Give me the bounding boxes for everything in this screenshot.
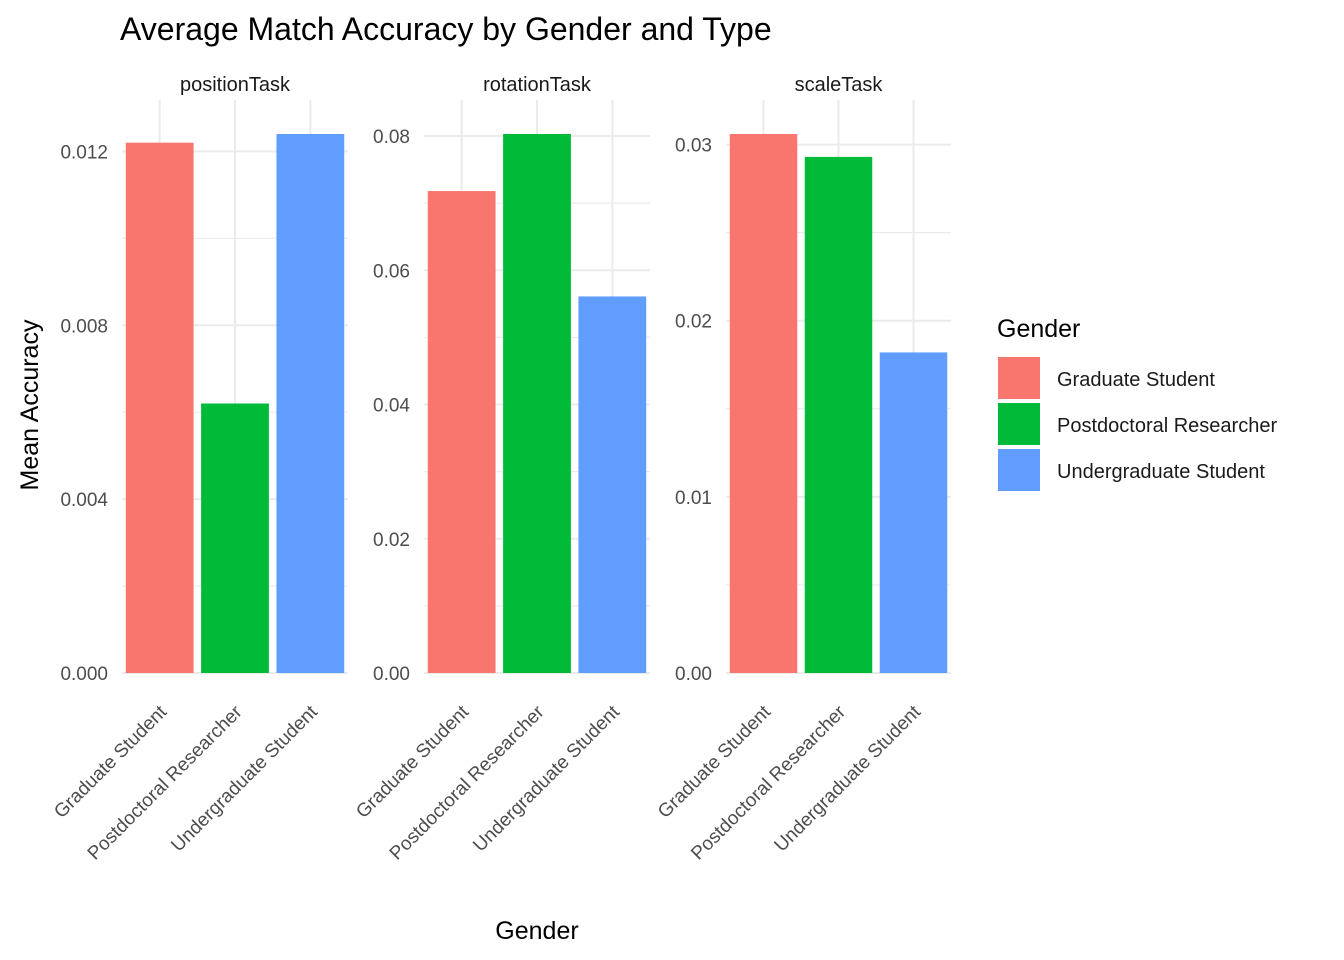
- bar-rotationTask-0: [427, 191, 496, 673]
- legend-swatch: [998, 357, 1040, 399]
- x-axis-title: Gender: [495, 917, 578, 945]
- legend-swatch: [998, 403, 1040, 445]
- legend-label: Undergraduate Student: [1057, 461, 1265, 483]
- y-tick-label: 0.04: [373, 396, 410, 417]
- legend-item: Postdoctoral Researcher: [998, 403, 1277, 445]
- bar-scaleTask-1: [804, 156, 873, 674]
- bar-rotationTask-1: [503, 134, 571, 673]
- y-tick-label: 0.004: [60, 490, 108, 511]
- bar-positionTask-1: [201, 403, 269, 673]
- y-tick-label: 0.01: [675, 488, 712, 509]
- legend-swatch: [998, 449, 1040, 491]
- bar-rotationTask-2: [578, 296, 647, 673]
- y-tick-label: 0.06: [373, 261, 410, 282]
- x-tick-label: Postdoctoral Researcher: [84, 701, 247, 864]
- legend: Gender Graduate Student Postdoctoral Rese…: [997, 315, 1277, 491]
- x-tick-label: Postdoctoral Researcher: [687, 701, 850, 864]
- bar-positionTask-2: [276, 134, 345, 673]
- x-tick-label: Undergraduate Student: [167, 701, 322, 856]
- facet-strip-label: rotationTask: [483, 74, 592, 96]
- y-tick-label: 0.08: [373, 127, 410, 148]
- bar-positionTask-0: [125, 142, 194, 673]
- legend-label: Graduate Student: [1057, 369, 1215, 391]
- y-tick-label: 0.000: [60, 664, 108, 685]
- legend-label: Postdoctoral Researcher: [1057, 415, 1277, 437]
- chart-title: Average Match Accuracy by Gender and Typ…: [120, 11, 772, 47]
- y-tick-label: 0.03: [675, 136, 712, 157]
- facet-strip-label: positionTask: [180, 74, 291, 96]
- x-tick-label: Undergraduate Student: [770, 701, 925, 856]
- x-tick-label: Undergraduate Student: [469, 701, 624, 856]
- y-tick-label: 0.012: [60, 142, 108, 163]
- x-tick-label: Postdoctoral Researcher: [386, 701, 549, 864]
- legend-title: Gender: [997, 315, 1080, 343]
- legend-item: Graduate Student: [998, 357, 1215, 399]
- legend-item: Undergraduate Student: [998, 449, 1265, 491]
- y-tick-label: 0.008: [60, 316, 108, 337]
- y-tick-label: 0.00: [373, 664, 410, 685]
- y-tick-label: 0.02: [675, 312, 712, 333]
- facet-strip-label: scaleTask: [795, 74, 884, 96]
- y-tick-label: 0.02: [373, 530, 410, 551]
- bar-scaleTask-2: [879, 352, 948, 673]
- y-tick-label: 0.00: [675, 664, 712, 685]
- y-axis-title: Mean Accuracy: [16, 319, 44, 490]
- bar-scaleTask-0: [729, 134, 798, 673]
